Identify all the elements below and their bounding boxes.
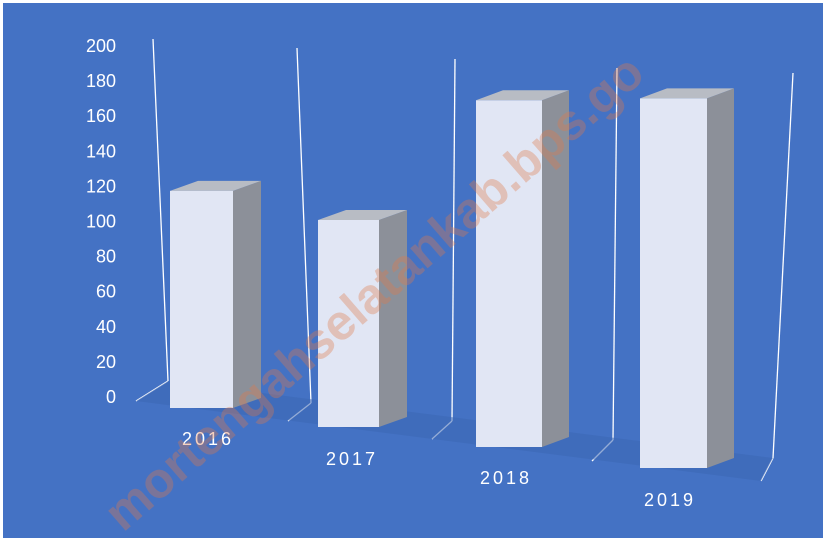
y-tick-label: 20: [96, 352, 116, 372]
wall-gridline: [772, 72, 794, 459]
y-axis-ticks: 0 20 40 60 80 100 120 140 160 180 200: [86, 36, 116, 407]
chart-walls: [135, 38, 794, 482]
floor-plane: [136, 381, 773, 481]
bar-top: [640, 88, 734, 99]
bar: [640, 98, 707, 469]
bar-chart: 0 20 40 60 80 100 120 140 160 180 200 2016 2017 2018…: [86, 36, 794, 538]
bar-side: [379, 210, 407, 427]
y-tick-label: 0: [106, 387, 116, 407]
bar-side: [233, 180, 261, 408]
bar-top: [318, 210, 407, 220]
y-tick-label: 80: [96, 247, 116, 267]
x-tick-label: 2017: [326, 449, 378, 469]
y-tick-label: 60: [96, 282, 116, 302]
x-tick-label: 2018: [480, 468, 532, 488]
bars: [170, 88, 734, 469]
y-tick-label: 120: [86, 176, 116, 196]
y-tick-label: 200: [86, 36, 116, 56]
wall-gridline: [612, 67, 618, 441]
bar: [170, 190, 233, 408]
x-tick-label: 2016: [182, 429, 234, 449]
bar: [476, 100, 542, 447]
y-tick-label: 40: [96, 317, 116, 337]
bar-top: [476, 90, 569, 101]
wall-gridline: [296, 47, 312, 404]
x-axis-labels: 2016 2017 2018 2019: [182, 429, 696, 510]
y-tick-label: 160: [86, 106, 116, 126]
x-tick-label: 2019: [644, 490, 696, 510]
wall-gridline: [451, 58, 456, 422]
chart-area: 0 20 40 60 80 100 120 140 160 180 200 2016 2017 2018…: [3, 3, 823, 538]
wall-gridline: [152, 38, 169, 382]
y-tick-label: 140: [86, 141, 116, 161]
y-tick-label: 180: [86, 71, 116, 91]
y-tick-label: 100: [86, 212, 116, 232]
bar-side: [542, 90, 569, 447]
bar-top: [170, 180, 261, 191]
bar-side: [707, 88, 734, 469]
bar: [318, 220, 379, 427]
